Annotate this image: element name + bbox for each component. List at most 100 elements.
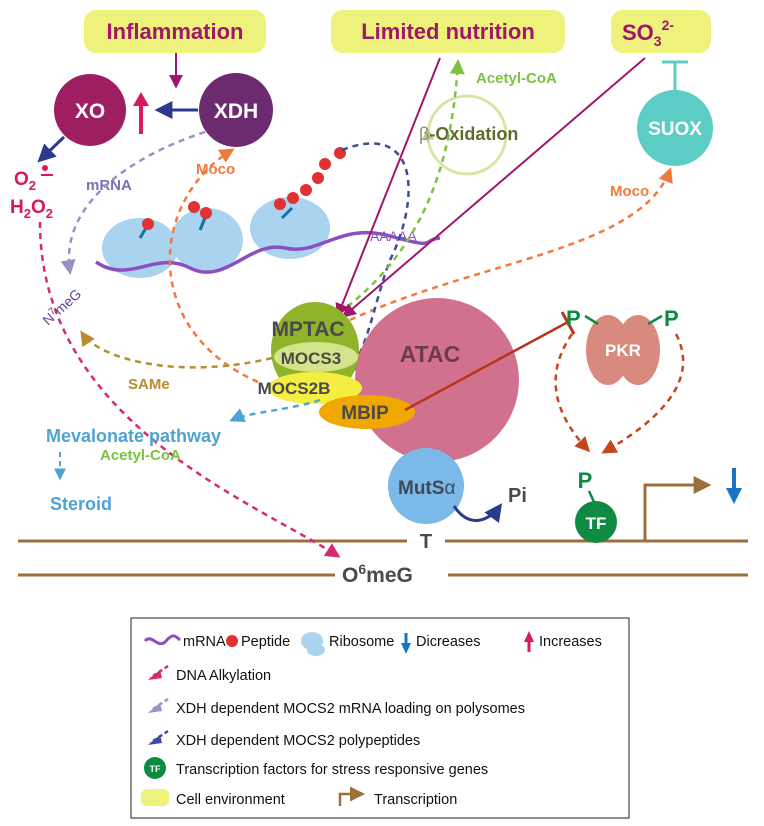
pkr-phospho-right: P [664,306,679,331]
mbip-node [319,395,415,429]
legend-transcription-label: Transcription [374,792,457,808]
xo-increase-arrow [133,92,149,134]
pkr-left-to-tf-arrow [554,333,591,453]
beta-oxidation-label: β-Oxidation [419,124,518,144]
legend-box [130,617,630,819]
xo-node [54,74,126,146]
legend-transcription-icon [338,786,365,806]
sulfite-box [611,10,711,53]
peptide [142,218,154,230]
mocs3-node [274,342,358,372]
pkr-label: PKR [605,341,641,360]
xo-label: XO [75,100,105,123]
mutsa-to-pi-arrow [452,503,503,523]
legend: mRNA Peptide Ribosome Dicreases Increase… [130,617,630,819]
steroid-label: Steroid [50,494,112,514]
atac-node [355,298,519,462]
suox-node [637,90,713,166]
suox-inhibition-bar [662,60,688,90]
transcription-decrease-arrow [726,468,742,504]
mbip-label: MBIP [341,403,389,424]
legend-cell-environment-icon [141,789,169,806]
inflammation-label: Inflammation [107,19,244,44]
legend-ribosome-label: Ribosome [329,634,394,650]
transcription-start-arrow [643,476,712,541]
o2-label: O2 [14,169,36,193]
acetyl-coa-to-mevalonate-arrow [229,398,321,422]
pkr-phospho-left-bond [584,314,599,326]
mutsa-node [388,448,464,524]
pkr-dimer [586,315,660,385]
peptide [312,172,324,184]
dna-t-label: T [420,531,432,553]
sulfite-to-mptac-arrow [341,57,646,318]
suox-label: SUOX [648,119,702,140]
legend-cell-environment-label: Cell environment [176,792,285,808]
sulfite-label: SO32- [622,17,674,49]
legend-mrna-label: mRNA [183,634,226,650]
xdh-label: XDH [214,100,258,123]
o6meg-label: O6meG [342,561,413,587]
dna-alkylation-arrow [38,221,341,558]
peptide [200,207,212,219]
xdh-polypeptide-arrow [341,142,410,375]
legend-tf-icon [144,757,166,779]
legend-increases-label: Increases [539,634,602,650]
legend-polypeptides-icon [148,729,169,745]
peptide [274,198,286,210]
poly-a-tail-label: AAAAA [370,228,417,244]
ribosome-group [102,197,330,278]
mutsa-label: MutSα [398,478,455,499]
peptide [300,184,312,196]
acetyl-coa-to-beta-oxidation-arrow [329,59,465,322]
xdh-node [199,73,273,147]
ribosome [171,208,243,272]
superoxide-radical-mark [41,165,53,176]
peptide [287,192,299,204]
atac-label: ATAC [400,341,460,367]
ribosome [250,197,330,259]
mocs2b-node [268,372,362,404]
mocs2b-label: MOCS2B [258,379,331,398]
moco-left-label: Moco [196,161,235,178]
peptide [188,201,200,213]
tf-label: TF [586,514,607,533]
acetyl-coa-top-label: Acetyl-CoA [476,70,557,87]
mocs3-label: MOCS3 [281,349,341,368]
legend-dna-alkylation-label: DNA Alkylation [176,668,271,684]
limited-nutrition-box [331,10,565,53]
legend-decreases-label: Dicreases [416,634,480,650]
pkr-phospho-right-bond [647,314,663,326]
limited-nutrition-label: Limited nutrition [361,19,535,44]
mrna-pathway-label: mRNA [86,177,132,194]
legend-tf-label: Transcription factors for stress respons… [176,762,488,778]
legend-polypeptides-label: XDH dependent MOCS2 polypeptides [176,733,420,749]
legend-mrna-loading-icon [148,697,169,713]
mptac-label: MPTAC [271,318,344,341]
legend-decrease-icon [401,633,411,654]
peptide [319,158,331,170]
legend-mrna-loading-label: XDH dependent MOCS2 mRNA loading on poly… [176,701,525,717]
legend-mrna-icon [143,634,181,646]
moco-to-suox-arrow [349,167,673,322]
acetyl-coa-bottom-label: Acetyl-CoA [100,447,181,464]
tf-phospho-bond [587,490,596,503]
mbip-inhibits-pkr [404,311,576,412]
tf-node [575,501,617,543]
n7meg-label: N7meG [39,286,84,329]
legend-ribosome-icon-lower [307,644,325,656]
peptide-chains [138,147,346,239]
pkr-right-to-tf-arrow [601,333,685,454]
legend-increase-icon [524,631,534,652]
moco-right-label: Moco [610,183,649,200]
pkr-phospho-left: P [566,306,581,331]
legend-peptide-icon [226,635,238,647]
legend-dna-alkylation-icon [148,664,169,680]
pi-label: Pi [508,485,527,507]
moco-to-xdh-arrow [168,148,259,384]
legend-peptide-label: Peptide [241,634,290,650]
polysome-mrna-strand [95,230,441,274]
xdh-mrna-loading-arrow [60,130,206,275]
xo-to-ros-arrow [37,135,66,163]
